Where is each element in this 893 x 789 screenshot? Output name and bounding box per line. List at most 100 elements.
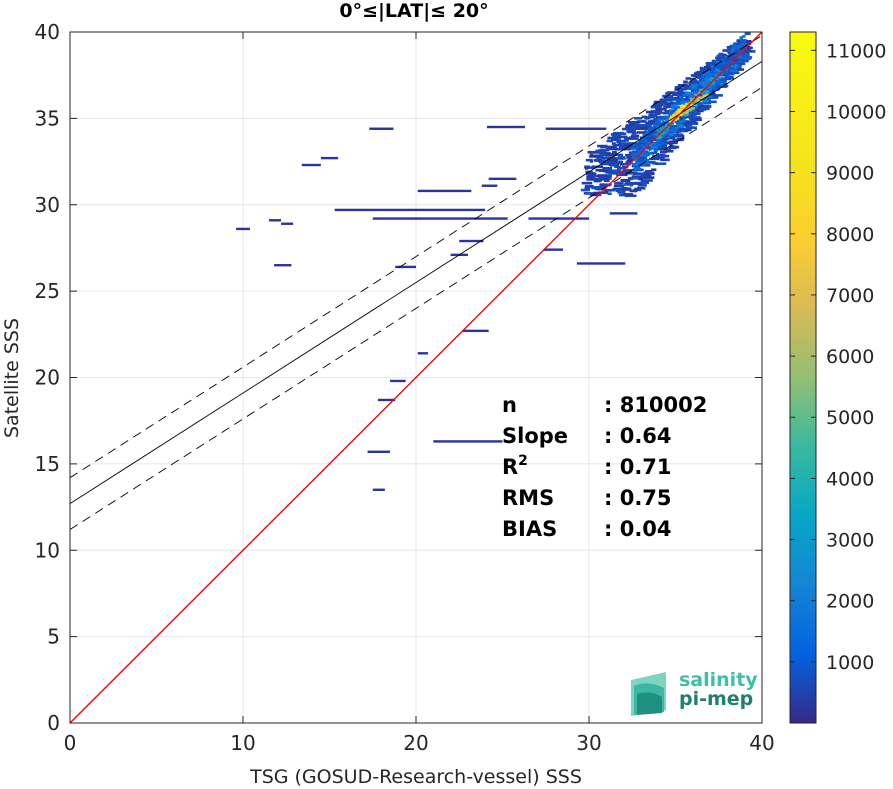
heatmap-cell [640, 154, 647, 157]
heatmap-cell [635, 125, 641, 129]
heatmap-cell [585, 158, 593, 162]
y-tick-label: 15 [35, 452, 60, 476]
heatmap-cell [693, 72, 701, 75]
heatmap-cell [644, 139, 649, 142]
heatmap-cell [688, 111, 694, 114]
heatmap-cell [719, 82, 724, 86]
heatmap-cell [614, 144, 618, 147]
heatmap-cell [629, 129, 636, 133]
heatmap-cell [620, 178, 630, 182]
heatmap-cell [659, 98, 667, 102]
stat-value: : 810002 [604, 393, 707, 417]
heatmap-cell [654, 103, 662, 106]
heatmap-cell [697, 73, 706, 77]
heatmap-segment [390, 379, 406, 383]
heatmap-cell [728, 70, 731, 74]
heatmap-segment [281, 222, 294, 225]
heatmap-core-cell [670, 118, 674, 122]
heatmap-cell [614, 165, 621, 169]
heatmap-cell [625, 153, 636, 157]
heatmap-cell [744, 49, 748, 53]
heatmap-cell [633, 163, 637, 167]
heatmap-cell [711, 59, 715, 63]
heatmap-cell [643, 137, 650, 140]
heatmap-cell [623, 193, 633, 196]
heatmap-cell [584, 187, 591, 190]
y-tick-label: 25 [35, 279, 60, 303]
heatmap-cell [607, 188, 616, 192]
heatmap-cell [635, 127, 642, 131]
heatmap-cell [655, 116, 664, 119]
heatmap-cell [679, 96, 682, 99]
heatmap-segment [369, 127, 394, 130]
heatmap-cell [659, 126, 666, 129]
heatmap-cell [659, 105, 663, 108]
heatmap-cell [728, 71, 732, 75]
heatmap-cell [664, 99, 673, 102]
heatmap-cell [606, 146, 617, 150]
heatmap-cell [736, 55, 743, 58]
heatmap-cell [699, 88, 704, 92]
x-tick-label: 30 [576, 731, 601, 755]
heatmap-cell [699, 96, 705, 99]
heatmap-segment [395, 265, 416, 269]
heatmap-cell [657, 122, 661, 125]
heatmap-cell [624, 194, 637, 198]
heatmap-cell [719, 68, 725, 71]
heatmap-core-cell [678, 113, 683, 117]
heatmap-cell [637, 186, 646, 190]
heatmap-cell [584, 166, 596, 169]
heatmap-cell [649, 144, 653, 148]
heatmap-segment [545, 127, 607, 130]
heatmap-cell [688, 81, 694, 85]
heatmap-cell [669, 142, 673, 146]
heatmap-cell [669, 144, 675, 148]
heatmap-cell [641, 147, 645, 151]
x-tick-label: 0 [64, 731, 77, 755]
heatmap-cell [645, 116, 651, 119]
heatmap-cell [603, 170, 609, 173]
heatmap-segment [488, 177, 517, 181]
heatmap-cell [648, 129, 653, 132]
heatmap-cell [640, 181, 650, 185]
heatmap-cell [715, 63, 719, 67]
y-axis-label: Satellite SSS [1, 318, 23, 438]
heatmap-cell [631, 150, 638, 153]
heatmap-cell [737, 45, 742, 49]
heatmap-cell [735, 65, 739, 69]
y-tick-label: 35 [35, 106, 60, 130]
heatmap-cell [589, 155, 598, 158]
heatmap-cell [584, 167, 589, 170]
heatmap-cell [581, 181, 593, 185]
heatmap-cell [603, 179, 610, 183]
heatmap-cell [731, 46, 737, 50]
heatmap-cell [653, 148, 658, 152]
colorbar-ticks: 1000 2000 3000 4000 5000 6000 7000 8000 9000 1000… [790, 40, 886, 674]
heatmap-cell [702, 93, 709, 97]
heatmap-cell [645, 131, 652, 135]
heatmap-cell [615, 172, 622, 176]
heatmap-cell [632, 182, 642, 185]
regression-line [70, 60, 762, 504]
heatmap-cell [651, 131, 657, 134]
heatmap-cell [621, 142, 630, 146]
heatmap-cell [667, 148, 671, 152]
heatmap-cell [668, 114, 672, 118]
heatmap-cell [710, 84, 718, 87]
heatmap-cell [654, 134, 661, 137]
heatmap-cell [705, 92, 712, 95]
heatmap-cell [599, 183, 611, 187]
heatmap-core-cell [673, 112, 676, 115]
chart-title: 0°≤|LAT|≤ 20° [339, 0, 488, 22]
heatmap-cell [634, 167, 640, 170]
heatmap-cell [720, 62, 726, 65]
heatmap-cell [670, 104, 677, 108]
heatmap-segment [417, 189, 472, 193]
heatmap-cell [689, 80, 700, 84]
heatmap-cell [606, 139, 613, 143]
heatmap-cell [666, 103, 675, 106]
heatmap-cell [684, 115, 696, 119]
heatmap-cell [637, 184, 647, 187]
heatmap-cell [744, 53, 748, 56]
